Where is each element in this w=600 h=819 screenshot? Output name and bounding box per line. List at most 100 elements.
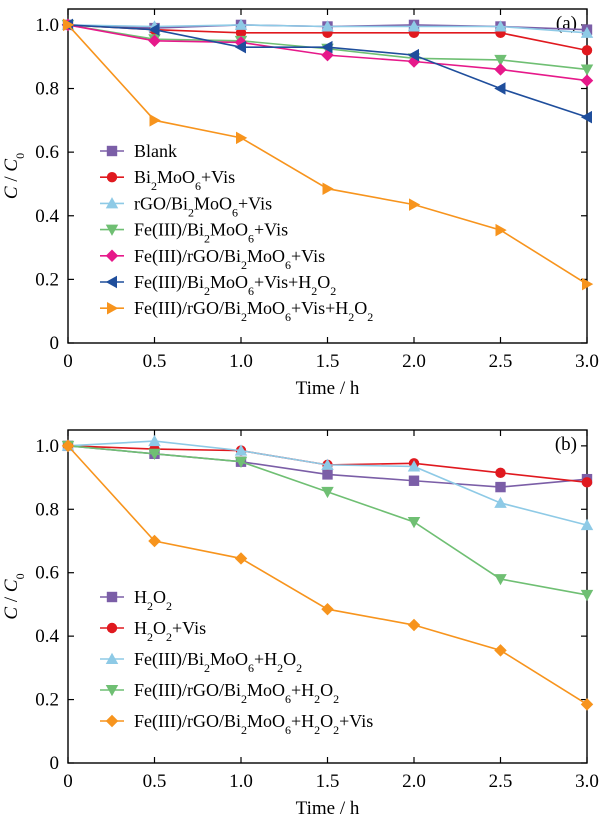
y-tick-label: 0.2 (35, 269, 59, 290)
series-4 (61, 439, 594, 711)
x-axis-title: Time / h (296, 798, 360, 819)
data-point (321, 486, 334, 499)
data-point (148, 434, 161, 447)
y-tick-label: 0.4 (35, 206, 59, 227)
legend-item: H2O2 (100, 587, 172, 613)
y-tick-label: 0.2 (35, 690, 59, 711)
data-point (407, 618, 421, 632)
legend-label: Fe(III)/Bi2MoO6+Vis (134, 220, 288, 246)
data-point (407, 48, 419, 62)
y-tick-label: 1.0 (35, 15, 59, 36)
x-tick-label: 2.5 (489, 351, 513, 372)
data-point (234, 444, 248, 456)
data-point (63, 18, 75, 32)
data-point (234, 40, 246, 54)
x-tick-label: 3.0 (575, 771, 599, 792)
data-point (148, 448, 161, 461)
y-axis-title: C / C0 (1, 153, 27, 199)
x-tick-label: 2.5 (489, 771, 513, 792)
data-point (321, 20, 334, 32)
y-tick-label: 0.6 (35, 563, 59, 584)
data-point (581, 477, 593, 488)
x-tick-label: 0.5 (143, 771, 167, 792)
data-point (407, 20, 421, 32)
chart-panel-b: 0 0.5 1.0 1.5 2.0 2.5 3.0 0 0.2 0.4 0.6 0.8 1.0 Time … (1, 429, 599, 819)
data-point (580, 518, 594, 531)
data-point (407, 460, 421, 472)
legend-marker (106, 591, 118, 603)
legend-label: Fe(III)/rGO/Bi2MoO6+Vis (134, 246, 325, 272)
legend-label: Blank (134, 141, 177, 161)
legend-item: H2O2+Vis (100, 618, 206, 644)
data-point (494, 574, 507, 586)
legend-item: rGO/Bi2MoO6+Vis (100, 193, 272, 219)
legend-label: rGO/Bi2MoO6+Vis (134, 193, 272, 219)
x-axis-title: Time / h (296, 378, 360, 399)
data-point (494, 644, 507, 657)
data-point (234, 18, 248, 30)
x-tick-label: 0.5 (143, 351, 167, 372)
x-tick-label: 1.0 (229, 771, 253, 792)
data-point (581, 45, 593, 56)
legend-label: Fe(III)/rGO/Bi2MoO6+H2O2 (134, 680, 339, 706)
legend-marker (106, 622, 118, 634)
data-point (580, 64, 594, 76)
x-tick-label: 1.0 (229, 351, 253, 372)
y-tick-label: 0 (50, 333, 60, 354)
data-point (580, 26, 594, 38)
data-point (148, 23, 160, 36)
data-point (321, 602, 334, 616)
data-point (234, 552, 248, 565)
data-point (321, 458, 334, 470)
data-point (235, 27, 247, 39)
data-point (580, 698, 594, 711)
data-point (409, 198, 421, 211)
chart-panel-a: 0 0.5 1.0 1.5 2.0 2.5 3.0 0 0.2 0.4 0.6 0.8 1.0 Time … (1, 8, 599, 399)
data-point (148, 534, 161, 548)
x-tick-label: 0 (63, 351, 73, 372)
legend-item: Fe(III)/rGO/Bi2MoO6+H2O2+Vis (100, 711, 373, 737)
legend-label: Fe(III)/Bi2MoO6+Vis+H2O2 (134, 272, 336, 298)
y-tick-label: 0.6 (35, 142, 59, 163)
legend-label: Fe(III)/rGO/Bi2MoO6+Vis+H2O2 (134, 298, 373, 324)
x-tick-label: 2.0 (402, 771, 426, 792)
legend-label: H2O2+Vis (134, 618, 206, 644)
data-point (494, 20, 507, 32)
data-point (321, 48, 334, 62)
legend-marker (105, 275, 117, 289)
legend-label: Fe(III)/rGO/Bi2MoO6+H2O2+Vis (134, 711, 373, 737)
legend-item: Fe(III)/rGO/Bi2MoO6+Vis (100, 246, 325, 272)
data-point (580, 589, 594, 602)
panel-label: (b) (555, 434, 577, 455)
data-point (494, 63, 507, 76)
data-point (580, 110, 592, 124)
legend-label: Bi2MoO6+Vis (134, 167, 235, 193)
data-point (494, 82, 506, 95)
data-point (322, 469, 333, 480)
legend-marker (105, 197, 119, 209)
legend-marker (105, 714, 119, 728)
data-point (407, 516, 421, 529)
data-point (494, 496, 507, 508)
x-tick-label: 1.5 (316, 771, 340, 792)
data-point (149, 114, 161, 127)
legend-marker (105, 224, 119, 236)
data-point (234, 456, 248, 468)
y-tick-label: 0.4 (35, 626, 59, 647)
legend-item: Fe(III)/rGO/Bi2MoO6+Vis+H2O2 (100, 298, 373, 324)
series-6 (63, 18, 594, 291)
legend-item: Fe(III)/Bi2MoO6+H2O2 (100, 649, 302, 675)
data-point (495, 481, 506, 493)
legend-marker (106, 172, 118, 183)
x-tick-label: 0 (63, 771, 73, 792)
data-point (321, 40, 333, 54)
legend-item: Bi2MoO6+Vis (100, 167, 235, 193)
data-point (582, 277, 594, 291)
legend-item: Fe(III)/Bi2MoO6+Vis (100, 220, 288, 246)
x-tick-label: 3.0 (575, 351, 599, 372)
data-point (495, 467, 506, 479)
data-point (322, 182, 334, 195)
legend-item: Fe(III)/rGO/Bi2MoO6+H2O2 (100, 680, 339, 706)
data-point (408, 475, 420, 486)
